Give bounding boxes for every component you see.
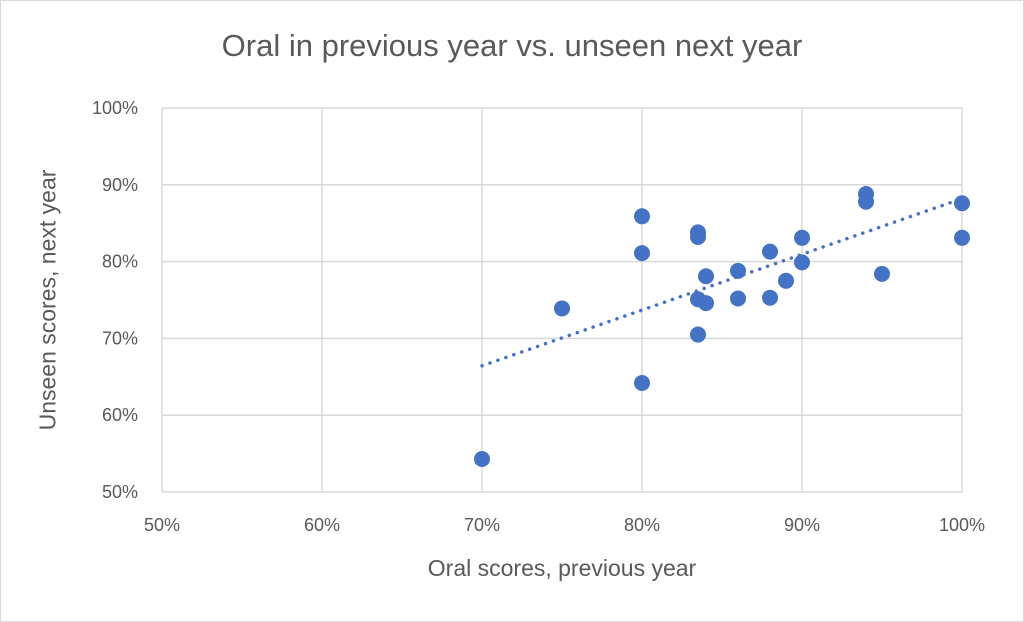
data-point	[778, 272, 794, 289]
data-point	[762, 243, 778, 260]
x-tick-label: 80%	[624, 515, 660, 535]
y-tick-label: 70%	[102, 328, 138, 348]
y-tick-label: 90%	[102, 175, 138, 195]
x-tick-label: 60%	[304, 515, 340, 535]
data-point	[634, 208, 650, 225]
data-point	[954, 229, 970, 246]
y-tick-label: 100%	[92, 98, 138, 118]
data-point	[690, 326, 706, 343]
data-point	[858, 193, 874, 210]
trendline	[480, 196, 964, 368]
data-point	[730, 262, 746, 279]
data-point	[794, 254, 810, 271]
x-axis-label: Oral scores, previous year	[427, 555, 697, 581]
x-tick-label: 50%	[144, 515, 180, 535]
data-point	[634, 374, 650, 391]
data-point	[554, 300, 570, 317]
y-tick-label: 60%	[102, 405, 138, 425]
data-point	[690, 229, 706, 246]
data-point	[698, 268, 714, 285]
data-point	[730, 290, 746, 307]
data-point	[874, 265, 890, 282]
chart-title: Oral in previous year vs. unseen next ye…	[221, 28, 803, 63]
data-point	[634, 245, 650, 262]
data-point	[698, 295, 714, 312]
x-tick-label: 70%	[464, 515, 500, 535]
data-point	[794, 229, 810, 246]
data-point	[954, 195, 970, 212]
data-point	[762, 289, 778, 306]
y-tick-label: 80%	[102, 252, 138, 272]
y-tick-label: 50%	[102, 482, 138, 502]
x-tick-label: 90%	[784, 515, 820, 535]
data-point	[474, 450, 490, 467]
x-tick-label: 100%	[939, 515, 985, 535]
